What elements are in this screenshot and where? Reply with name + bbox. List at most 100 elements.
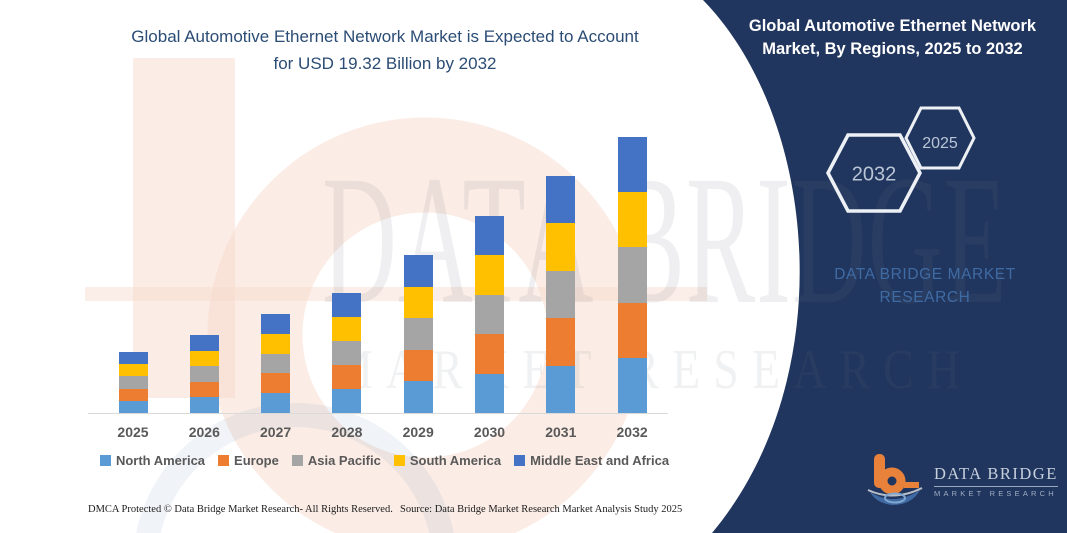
navy-panel-shape — [703, 0, 1067, 533]
legend-label: South America — [409, 453, 502, 468]
x-tick-2030: 2030 — [473, 424, 506, 440]
panel-title-line2: Market, By Regions, 2025 to 2032 — [762, 40, 1023, 58]
bar-segment-asia-pacific-2025 — [118, 376, 148, 389]
watermark-swoosh-arc — [136, 403, 454, 533]
source-note: Source: Data Bridge Market Research Mark… — [400, 504, 683, 515]
logo-b-dash — [904, 482, 919, 488]
legend-item-south-america: South America — [393, 453, 502, 468]
bar-segment-north-america-2032 — [617, 357, 647, 413]
x-tick-2031: 2031 — [545, 424, 577, 440]
bar-segment-asia-pacific-2027 — [261, 353, 291, 374]
bar-segment-middle-east-and-africa-2029 — [403, 255, 433, 287]
bar-segment-middle-east-and-africa-2032 — [617, 137, 647, 193]
hexagon-2032-label: 2032 — [852, 163, 897, 185]
bar-segment-south-america-2031 — [546, 223, 576, 271]
logo-subtitle: MARKET RESEARCH — [934, 489, 1057, 498]
bar-segment-europe-2032 — [617, 302, 647, 358]
bar-segment-middle-east-and-africa-2027 — [261, 314, 291, 334]
x-tick-2028: 2028 — [331, 424, 363, 440]
x-tick-2032: 2032 — [616, 424, 648, 440]
legend-swatch-icon — [99, 455, 111, 466]
logo-b-bowl — [878, 467, 906, 495]
chart-legend: North America Europe Asia Pacific South Ame… — [92, 453, 677, 468]
legend-item-middle-east-and-africa: Middle East and Africa — [514, 453, 669, 468]
legend-swatch-icon — [291, 455, 303, 466]
bar-segment-north-america-2025 — [118, 400, 148, 413]
bar-segment-north-america-2027 — [261, 393, 291, 413]
bar-segment-south-america-2032 — [617, 192, 647, 248]
chart-title-line1: Global Automotive Ethernet Network Marke… — [131, 27, 639, 46]
bar-segment-europe-2025 — [118, 388, 148, 401]
legend-swatch-icon — [218, 455, 230, 466]
legend-swatch-icon — [393, 455, 405, 466]
legend-item-north-america: North America — [99, 453, 205, 468]
legend-item-europe: Europe — [218, 453, 279, 468]
hexagon-2032 — [826, 133, 922, 213]
legend-swatch-icon — [514, 455, 526, 466]
bar-2028 — [332, 293, 362, 413]
legend-label: Middle East and Africa — [530, 453, 670, 468]
panel-title: Global Automotive Ethernet Network Marke… — [730, 15, 1055, 61]
legend-label: Asia Pacific — [307, 453, 381, 468]
bar-segment-south-america-2026 — [189, 350, 219, 367]
bar-segment-south-america-2030 — [475, 255, 504, 295]
brand-line1: DATA BRIDGE MARKET — [834, 266, 1016, 283]
bar-segment-asia-pacific-2029 — [403, 318, 433, 350]
bar-segment-south-america-2025 — [118, 364, 148, 377]
brand-line2: RESEARCH — [879, 289, 971, 306]
hexagon-2025-label: 2025 — [922, 135, 958, 152]
logo-name: DATA BRIDGE — [934, 464, 1058, 487]
bar-segment-europe-2031 — [546, 318, 576, 366]
bar-segment-north-america-2030 — [475, 373, 504, 413]
bar-segment-north-america-2028 — [332, 389, 362, 413]
bar-segment-south-america-2028 — [332, 317, 362, 341]
panel-title-line1: Global Automotive Ethernet Network — [748, 17, 1037, 35]
bar-2030 — [475, 216, 504, 413]
bar-segment-europe-2026 — [189, 381, 219, 398]
bar-segment-south-america-2029 — [403, 286, 433, 319]
bar-2025 — [118, 352, 148, 413]
bar-segment-europe-2027 — [261, 373, 291, 394]
bar-segment-asia-pacific-2030 — [475, 294, 504, 335]
bar-chart — [88, 113, 668, 414]
dbmr-logo-mark — [867, 454, 923, 505]
bar-segment-north-america-2029 — [403, 381, 433, 413]
brand-watermark-text: DATA BRIDGE MARKET RESEARCH — [770, 263, 1067, 309]
bar-segment-north-america-2026 — [189, 397, 219, 413]
year-hexagons: 2025 2032 — [826, 106, 976, 213]
bar-2031 — [546, 176, 576, 413]
legend-label: Europe — [234, 453, 279, 468]
chart-title-line2: for USD 19.32 Billion by 2032 — [273, 54, 497, 73]
chart-title: Global Automotive Ethernet Network Marke… — [90, 23, 680, 77]
logo-swoosh-highlight — [884, 492, 906, 504]
x-tick-2025: 2025 — [117, 424, 149, 440]
logo-gray-arc — [867, 487, 923, 497]
dmca-notice: DMCA Protected © Data Bridge Market Rese… — [88, 504, 393, 515]
bar-segment-middle-east-and-africa-2026 — [189, 335, 219, 351]
logo-blue-swoosh — [870, 490, 920, 505]
x-tick-2027: 2027 — [260, 424, 292, 440]
bar-2032 — [617, 137, 647, 413]
bar-segment-asia-pacific-2031 — [546, 270, 576, 319]
bar-segment-europe-2030 — [475, 334, 504, 374]
bar-segment-asia-pacific-2026 — [189, 366, 219, 382]
bar-segment-middle-east-and-africa-2028 — [332, 293, 362, 317]
legend-item-asia-pacific: Asia Pacific — [291, 453, 381, 468]
bar-segment-asia-pacific-2028 — [332, 341, 362, 365]
watermark-b-bowl — [207, 117, 643, 533]
bar-2029 — [403, 255, 433, 413]
bar-segment-middle-east-and-africa-2030 — [475, 216, 504, 256]
bar-2027 — [261, 314, 291, 413]
x-tick-2026: 2026 — [188, 424, 220, 440]
bar-segment-north-america-2031 — [546, 365, 576, 413]
bar-segment-south-america-2027 — [261, 333, 291, 354]
x-axis-labels: 2025 2026 2027 2028 2029 2030 2031 2032 — [88, 424, 668, 442]
x-tick-2029: 2029 — [402, 424, 434, 440]
dbmr-logo: DATA BRIDGE MARKET RESEARCH — [866, 452, 1058, 510]
logo-text: DATA BRIDGE MARKET RESEARCH — [934, 464, 1058, 498]
bar-segment-middle-east-and-africa-2025 — [118, 352, 148, 365]
hexagon-2025 — [904, 106, 976, 170]
bar-segment-asia-pacific-2032 — [617, 247, 647, 303]
